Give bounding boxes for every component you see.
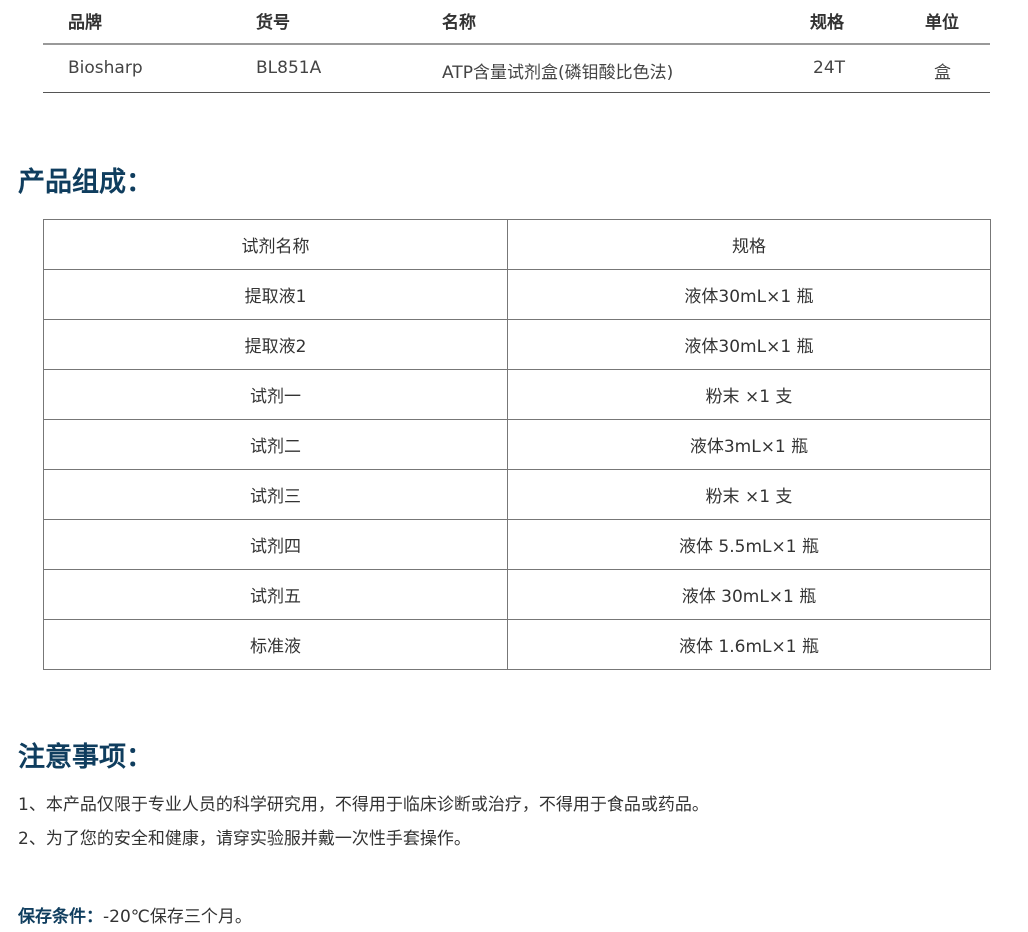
table-row: 试剂三 粉末 ×1 支 [43, 469, 991, 520]
cell-spec: 粉末 ×1 支 [507, 369, 991, 420]
cell-spec: 液体30mL×1 瓶 [507, 319, 991, 370]
header-spec: 规格 [810, 13, 844, 33]
header-reagent-name: 试剂名称 [43, 219, 508, 270]
cell-catalog-number: BL851A [256, 58, 322, 78]
header-name: 名称 [442, 13, 476, 33]
storage-value: -20℃保存三个月。 [103, 907, 252, 927]
header-brand: 品牌 [68, 13, 102, 33]
cell-spec: 24T [813, 58, 846, 78]
cell-reagent-name: 试剂五 [43, 569, 508, 620]
cell-reagent-name: 试剂四 [43, 519, 508, 570]
note-item-2: 2、为了您的安全和健康，请穿实验服并戴一次性手套操作。 [18, 829, 471, 849]
table-row: 试剂四 液体 5.5mL×1 瓶 [43, 519, 991, 570]
cell-spec: 粉末 ×1 支 [507, 469, 991, 520]
cell-reagent-name: 提取液2 [43, 319, 508, 370]
cell-reagent-name: 标准液 [43, 619, 508, 670]
header-catalog-number: 货号 [256, 13, 290, 33]
header-unit: 单位 [925, 13, 959, 33]
cell-reagent-name: 提取液1 [43, 269, 508, 320]
note-item-1: 1、本产品仅限于专业人员的科学研究用，不得用于临床诊断或治疗，不得用于食品或药品… [18, 795, 709, 815]
storage-label: 保存条件： [18, 907, 103, 927]
table-header-row: 试剂名称 规格 [43, 219, 991, 270]
table-row: 试剂五 液体 30mL×1 瓶 [43, 569, 991, 620]
cell-reagent-name: 试剂二 [43, 419, 508, 470]
cell-name: ATP含量试剂盒(磷钼酸比色法) [442, 63, 674, 83]
cell-reagent-name: 试剂一 [43, 369, 508, 420]
table-row: 提取液2 液体30mL×1 瓶 [43, 319, 991, 370]
header-spec: 规格 [507, 219, 991, 270]
notes-title: 注意事项： [18, 742, 153, 773]
composition-table: 试剂名称 规格 提取液1 液体30mL×1 瓶提取液2 液体30mL×1 瓶试剂一粉… [43, 219, 991, 670]
table-row: 试剂二 液体3mL×1 瓶 [43, 419, 991, 470]
header-divider [43, 43, 990, 45]
table-row: 提取液1 液体30mL×1 瓶 [43, 269, 991, 320]
cell-spec: 液体3mL×1 瓶 [507, 419, 991, 470]
cell-spec: 液体 30mL×1 瓶 [507, 569, 991, 620]
storage-conditions: 保存条件：-20℃保存三个月。 [18, 902, 252, 927]
cell-reagent-name: 试剂三 [43, 469, 508, 520]
composition-title: 产品组成： [18, 167, 153, 198]
table-row: 标准液 液体 1.6mL×1 瓶 [43, 619, 991, 670]
cell-spec: 液体 1.6mL×1 瓶 [507, 619, 991, 670]
cell-brand: Biosharp [68, 58, 143, 78]
table-bottom-line [43, 92, 990, 93]
table-row: 试剂一 粉末 ×1 支 [43, 369, 991, 420]
cell-unit: 盒 [934, 63, 951, 83]
cell-spec: 液体 5.5mL×1 瓶 [507, 519, 991, 570]
cell-spec: 液体30mL×1 瓶 [507, 269, 991, 320]
